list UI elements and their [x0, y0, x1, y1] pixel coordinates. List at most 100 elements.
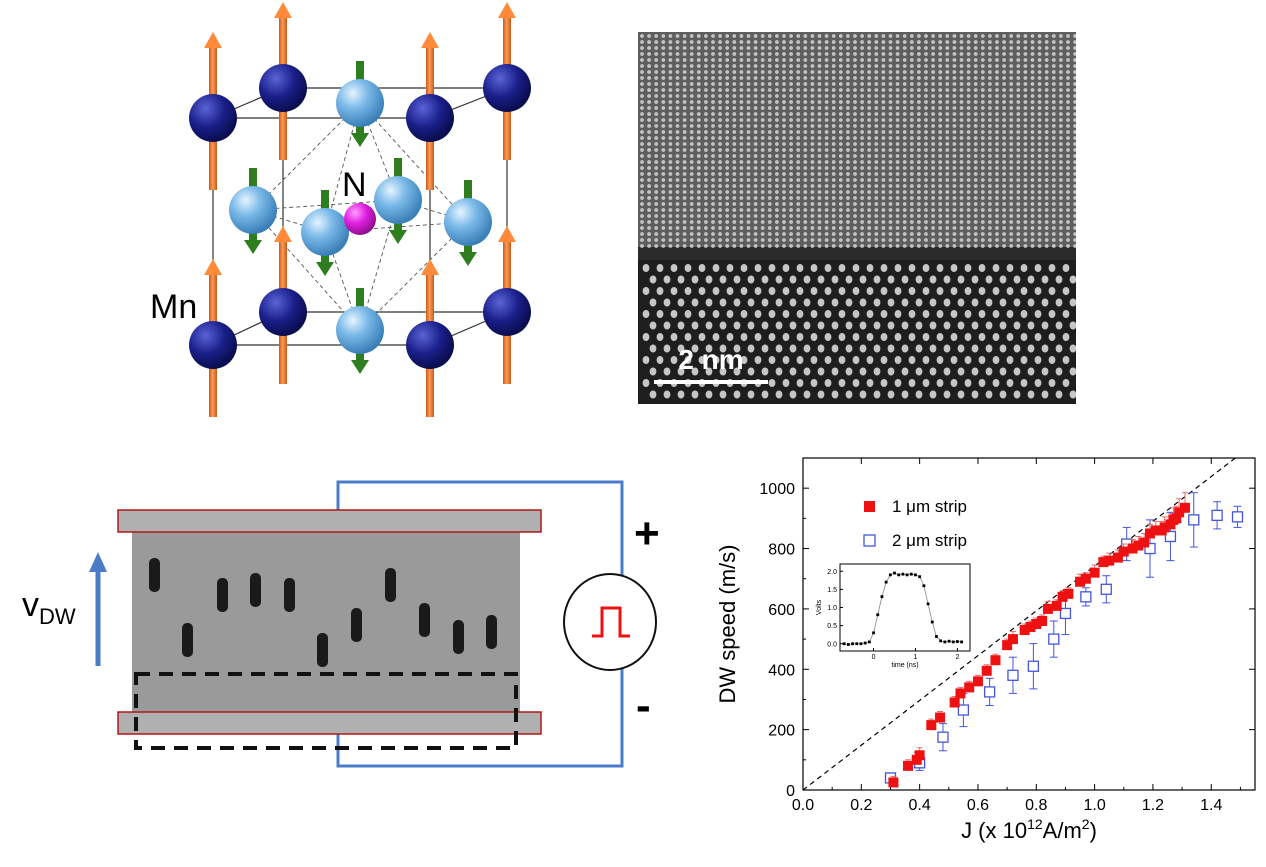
- inset-point: [914, 573, 917, 577]
- mn-atom-corner: [483, 64, 531, 112]
- dashed-region-outline: [134, 672, 518, 750]
- inset-point: [905, 573, 909, 577]
- y-axis-label: DW speed (m/s): [715, 545, 740, 704]
- mn-atom-corner: [189, 321, 237, 369]
- series-2-point: [1231, 505, 1244, 528]
- series-1-point: [972, 674, 983, 687]
- crystal-structure-diagram: N Mn: [150, 2, 531, 417]
- series-1-point: [1159, 516, 1170, 533]
- y-tick-label: 0: [786, 783, 795, 800]
- series-2-point: [1188, 492, 1200, 548]
- inset-x-tick-label: 0: [872, 654, 876, 661]
- x-tick-label: 0.0: [792, 797, 814, 814]
- dw-speed-chart: 0.0 0.2 0.4 0.6 0.8 1.0 1.2 1.4 0 200 400 600 800 100…: [700, 440, 1266, 862]
- inset-point: [926, 602, 930, 606]
- series-2-point: [1080, 587, 1092, 607]
- series-1-point: [981, 664, 992, 676]
- mn-atom-face: [336, 306, 384, 354]
- series-1-point: [914, 747, 925, 761]
- magnetic-domains: [149, 558, 497, 667]
- series-1-point: [1037, 614, 1048, 626]
- inset-point: [930, 620, 934, 624]
- inset-point: [922, 584, 926, 588]
- inset-point: [901, 572, 905, 576]
- series-1-point: [955, 686, 966, 699]
- inset-point: [872, 631, 875, 635]
- series-2-point: [1007, 656, 1019, 694]
- mn-atom-face: [336, 79, 384, 127]
- inset-point: [897, 573, 901, 577]
- series-1-point: [1042, 600, 1053, 614]
- pulse-source: [563, 573, 657, 671]
- velocity-label: vDW: [22, 586, 76, 629]
- y-tick-label: 600: [768, 602, 795, 619]
- inset-point: [851, 642, 854, 646]
- scale-bar-label: 2 nm: [678, 344, 743, 375]
- series-1-point: [888, 775, 899, 788]
- crystal-structure-figure: N Mn: [130, 0, 550, 440]
- mn-atom-corner: [406, 94, 454, 142]
- series-1-point: [1063, 587, 1074, 599]
- mn-atom-face: [374, 176, 422, 224]
- domain-wall-bubble: [486, 615, 497, 649]
- domain-wall-bubble: [217, 578, 228, 612]
- series-2-point: [983, 677, 996, 706]
- inset-point: [846, 643, 850, 646]
- inset-y-tick-label: 2.0: [827, 569, 837, 576]
- inset-y-tick-label: 0.0: [827, 641, 837, 648]
- series-2-point: [1100, 575, 1112, 604]
- legend-label-series-2: 2 μm strip: [892, 531, 967, 550]
- atomic-resolution-image: 2 nm: [638, 32, 1076, 404]
- x-tick-label: 0.2: [850, 797, 872, 814]
- inset-point: [884, 580, 888, 584]
- mn-atom-corner: [259, 64, 307, 112]
- inset-point: [935, 635, 938, 638]
- pulse-icon: [592, 606, 630, 638]
- mn-atom-corner: [406, 321, 454, 369]
- domain-wall-bubble: [250, 573, 261, 607]
- inset-x-axis-label: time (ns): [891, 662, 918, 669]
- inset-point: [888, 573, 892, 577]
- inset-y-tick-label: 1.5: [827, 587, 837, 594]
- device-schematic: vDW + -: [22, 480, 660, 768]
- inset-point: [956, 640, 959, 643]
- inset-x-tick-label: 1: [914, 654, 918, 661]
- x-tick-label: 0.6: [967, 797, 989, 814]
- top-electrode: [117, 509, 542, 533]
- y-tick-label: 1000: [759, 481, 795, 498]
- inset-point: [842, 642, 846, 646]
- legend-marker-series-2: [863, 534, 876, 547]
- plot-frame: [802, 457, 1256, 791]
- inset-x-tick-label: 2: [955, 654, 959, 661]
- series-1-point: [1089, 564, 1100, 578]
- inset-point: [859, 642, 863, 646]
- series-2-point: [937, 723, 949, 752]
- y-tick-label: 800: [768, 542, 795, 559]
- inset-point: [918, 575, 922, 579]
- nitrogen-atom: [344, 203, 376, 235]
- mn-atom-face: [301, 208, 349, 256]
- series-1-point: [964, 680, 975, 693]
- inset-y-tick-label: 1.0: [827, 605, 837, 612]
- stem-micrograph: 2 nm: [638, 32, 1076, 404]
- domain-wall-bubble: [149, 558, 160, 592]
- x-tick-label: 0.4: [909, 797, 931, 814]
- inset-point: [880, 595, 884, 599]
- series-2-point: [1027, 643, 1040, 690]
- atoms: [189, 64, 531, 369]
- mn-atom-corner: [259, 288, 307, 336]
- bottom-electrode: [117, 711, 542, 735]
- inset-point: [960, 640, 964, 644]
- series-1-point: [1174, 498, 1185, 518]
- domain-wall-bubble: [419, 603, 430, 637]
- inset-point: [947, 639, 951, 643]
- inset-y-tick-label: 0.5: [827, 623, 837, 630]
- domain-wall-bubble: [351, 608, 362, 642]
- nitrogen-label: N: [342, 166, 367, 204]
- mn-atom-corner: [483, 288, 531, 336]
- domain-wall-bubble: [453, 620, 464, 654]
- series-1-point: [1145, 523, 1156, 539]
- domain-wall-bubble: [317, 633, 328, 667]
- inset-point: [867, 640, 871, 644]
- minus-terminal-label: -: [636, 681, 651, 730]
